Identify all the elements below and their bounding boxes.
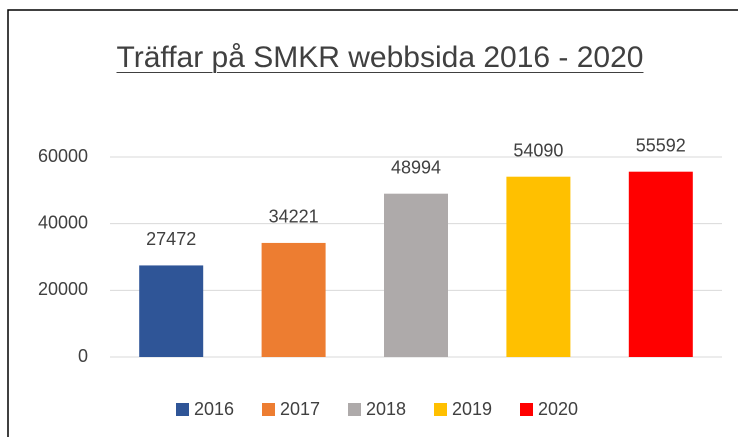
y-tick-label: 0	[78, 346, 88, 366]
legend-label: 2020	[538, 399, 578, 419]
y-tick-label: 40000	[38, 212, 88, 232]
legend-label: 2019	[452, 399, 492, 419]
chart-border	[7, 9, 738, 437]
bar	[506, 176, 571, 357]
y-tick-label: 60000	[38, 146, 88, 166]
legend-label: 2017	[280, 399, 320, 419]
legend-swatch	[520, 403, 533, 416]
legend-swatch	[262, 403, 275, 416]
value-label: 55592	[636, 135, 686, 155]
value-label: 54090	[513, 140, 563, 160]
legend-label: 2018	[366, 399, 406, 419]
legend-swatch	[348, 403, 361, 416]
value-label: 27472	[146, 229, 196, 249]
y-tick-label: 20000	[38, 279, 88, 299]
bar	[261, 242, 326, 357]
value-label: 34221	[269, 207, 319, 227]
bar	[628, 171, 693, 357]
value-label: 48994	[391, 157, 441, 177]
bar	[384, 193, 448, 357]
chart-title: Träffar på SMKR webbsida 2016 - 2020	[116, 41, 644, 74]
legend-swatch	[176, 403, 189, 416]
legend-swatch	[434, 403, 447, 416]
bar	[139, 265, 204, 357]
legend-label: 2016	[194, 399, 234, 419]
